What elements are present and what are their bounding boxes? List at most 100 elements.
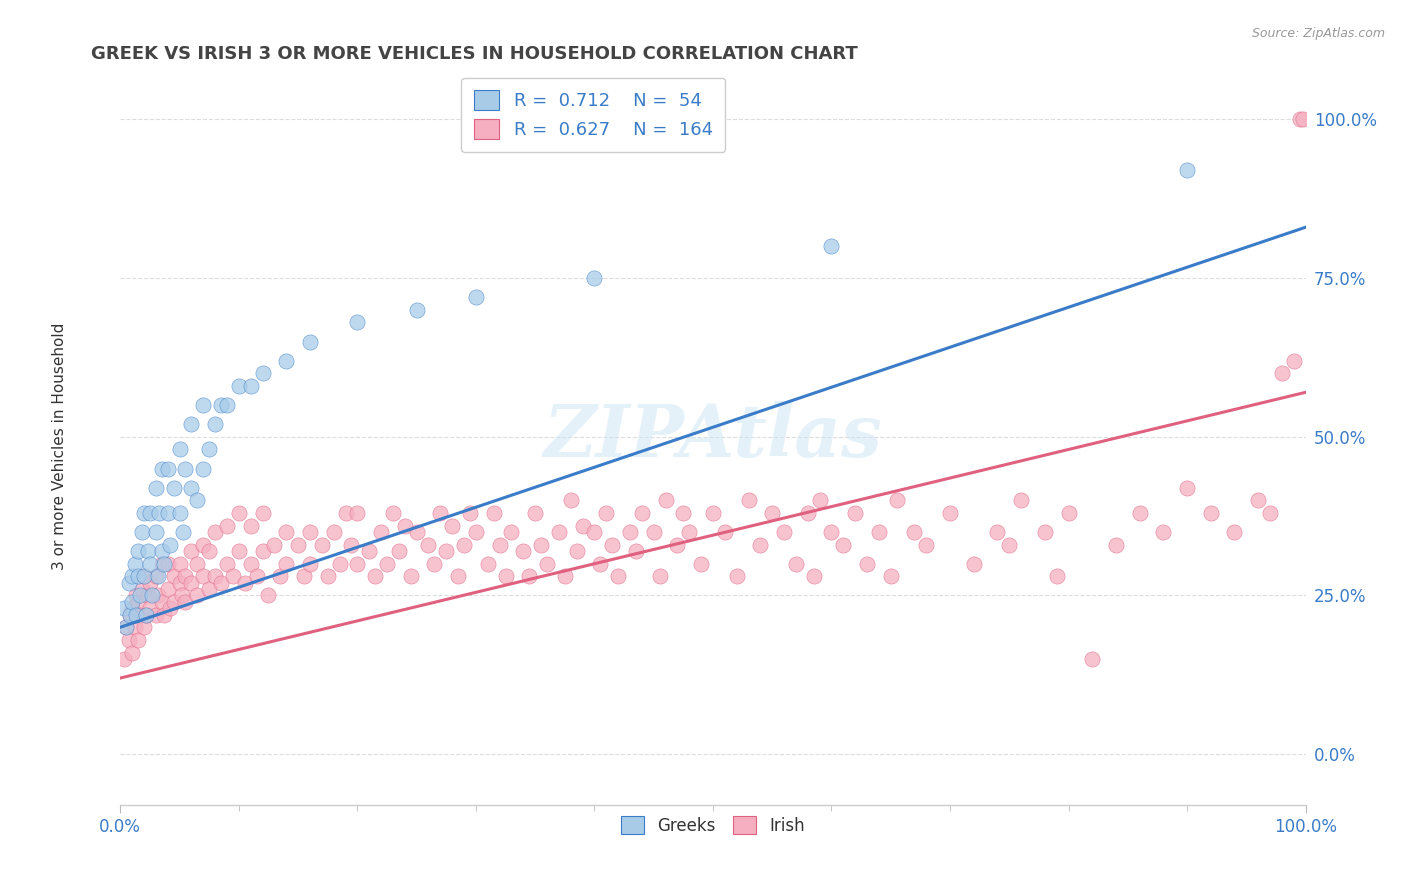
Point (198, 442, 221, 457)
Point (690, 557, 713, 571)
Point (156, 557, 179, 571)
Point (322, 524, 344, 539)
Point (156, 506, 179, 520)
Point (209, 398, 232, 412)
Point (619, 524, 641, 539)
Point (464, 524, 486, 539)
Point (125, 589, 148, 603)
Point (434, 544, 457, 558)
Point (121, 601, 143, 615)
Point (560, 493, 582, 508)
Point (886, 493, 908, 508)
Point (276, 557, 298, 571)
Point (129, 589, 152, 603)
Point (193, 538, 215, 552)
Point (131, 524, 153, 539)
Point (170, 589, 193, 603)
Point (124, 620, 146, 634)
Point (583, 524, 606, 539)
Point (215, 398, 238, 412)
Point (222, 569, 245, 583)
Point (678, 524, 700, 539)
Point (153, 607, 176, 622)
Text: ZIPAtlas: ZIPAtlas (544, 401, 883, 472)
Point (112, 652, 135, 666)
Point (180, 544, 202, 558)
Point (117, 632, 139, 647)
Point (121, 595, 143, 609)
Point (1271, 366, 1294, 380)
Point (139, 557, 162, 571)
Point (252, 544, 274, 558)
Point (749, 538, 772, 552)
Point (139, 506, 162, 520)
Point (162, 481, 184, 495)
Point (547, 524, 569, 539)
Point (530, 538, 553, 552)
Point (127, 544, 149, 558)
Point (773, 524, 796, 539)
Point (135, 607, 157, 622)
Point (820, 524, 842, 539)
Point (630, 506, 652, 520)
Point (1288, 112, 1310, 127)
Point (117, 575, 139, 590)
Point (298, 557, 321, 571)
Point (172, 524, 194, 539)
Point (132, 620, 155, 634)
Point (239, 557, 262, 571)
Point (797, 506, 820, 520)
Point (1175, 163, 1198, 178)
Point (246, 569, 269, 583)
Point (524, 506, 547, 520)
Point (571, 518, 593, 533)
Point (228, 506, 250, 520)
Point (145, 607, 167, 622)
Point (150, 595, 173, 609)
Point (169, 557, 191, 571)
Point (112, 601, 135, 615)
Point (1129, 506, 1152, 520)
Point (198, 544, 221, 558)
Point (654, 493, 676, 508)
Point (139, 575, 162, 590)
Point (239, 379, 262, 393)
Point (145, 524, 167, 539)
Point (127, 569, 149, 583)
Point (1247, 493, 1270, 508)
Point (150, 557, 173, 571)
Point (595, 506, 617, 520)
Point (329, 557, 352, 571)
Point (156, 461, 179, 475)
Point (482, 506, 505, 520)
Point (193, 569, 215, 583)
Point (136, 544, 159, 558)
Point (423, 557, 446, 571)
Point (388, 544, 411, 558)
Point (359, 544, 381, 558)
Point (186, 493, 208, 508)
Point (298, 334, 321, 349)
Point (169, 442, 191, 457)
Point (364, 569, 387, 583)
Point (129, 607, 152, 622)
Point (1199, 506, 1222, 520)
Point (477, 557, 499, 571)
Point (399, 569, 422, 583)
Point (118, 607, 141, 622)
Text: GREEK VS IRISH 3 OR MORE VEHICLES IN HOUSEHOLD CORRELATION CHART: GREEK VS IRISH 3 OR MORE VEHICLES IN HOU… (91, 45, 858, 62)
Point (125, 607, 148, 622)
Point (252, 506, 274, 520)
Point (381, 506, 404, 520)
Point (209, 575, 232, 590)
Point (233, 575, 256, 590)
Point (180, 481, 202, 495)
Point (287, 538, 309, 552)
Point (1033, 524, 1056, 539)
Point (998, 538, 1021, 552)
Point (1282, 353, 1305, 368)
Point (148, 589, 170, 603)
Point (335, 506, 357, 520)
Point (150, 544, 173, 558)
Point (589, 557, 612, 571)
